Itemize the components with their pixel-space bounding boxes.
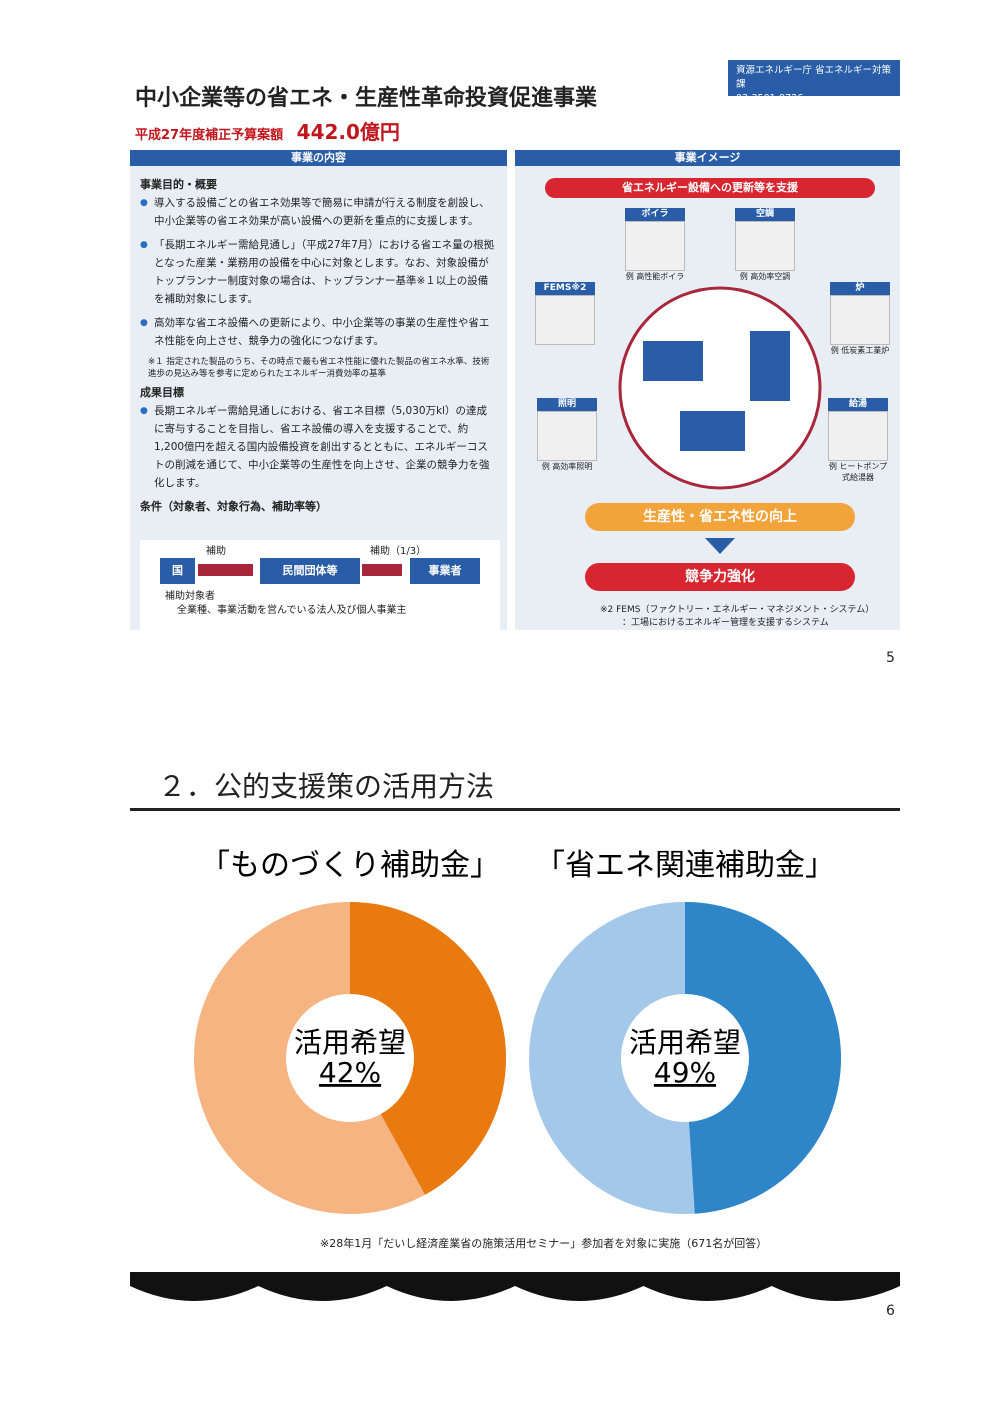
- equipment-example: 例 高効率照明: [541, 462, 593, 471]
- equipment-name: 照明: [537, 398, 597, 411]
- footnote: ※28年1月「だいし経済産業省の施策活用セミナー」参加者を対象に実施（671名が…: [320, 1237, 768, 1250]
- flow-arrow-label: 補助: [206, 546, 226, 557]
- flow: 国 民間団体等 事業者 補助 補助（1/3）: [140, 540, 500, 630]
- equipment-image: [828, 411, 888, 461]
- right-header: 事業イメージ: [515, 150, 900, 166]
- page-number-6: 6: [886, 1303, 895, 1319]
- target-label: 補助対象者: [165, 591, 215, 602]
- goal-bullet: 長期エネルギー需給見通しにおける、省エネ目標（5,030万kl）の達成に寄与する…: [140, 402, 497, 492]
- result2: 競争力強化: [585, 563, 855, 591]
- scallop-band: [130, 1272, 900, 1301]
- decoration: [130, 1272, 900, 1301]
- budget-label: 平成27年度補正予算案額: [135, 128, 284, 143]
- result1: 生産性・省エネ性の向上: [585, 503, 855, 531]
- equipment-name: 炉: [830, 282, 890, 295]
- donut-title: 「省エネ関連補助金」: [535, 848, 835, 883]
- budget-amount: 442.0億円: [296, 120, 400, 144]
- purpose-bullet: 導入する設備ごとの省エネ効果等で簡易に申請が行える制度を創設し、中小企業等の省エ…: [140, 194, 497, 230]
- note2: ※2 FEMS（ファクトリー・エネルギー・マネジメント・システム） ：工場におけ…: [600, 604, 874, 630]
- budget: 平成27年度補正予算案額 442.0億円: [135, 116, 400, 145]
- equipment-item: 給湯例 ヒートポンプ式給湯器: [828, 398, 888, 483]
- note1: ※１ 指定された製品のうち、その時点で最も省エネ性能に優れた製品の省エネ水準、技…: [148, 357, 490, 379]
- contact: 資源エネルギー庁 省エネルギー対策課 03-3501-9726: [728, 60, 900, 104]
- page-number: 5: [886, 650, 895, 666]
- equipment-item: 空調例 高効率空調: [735, 208, 795, 282]
- left-body: 事業目的・概要 導入する設備ごとの省エネ効果等で簡易に申請が行える制度を創設し、…: [130, 166, 507, 514]
- donut-value: [683, 902, 841, 1214]
- flow-node: 国: [160, 558, 195, 584]
- flow-arrow: [362, 564, 402, 576]
- equipment-image: [537, 411, 597, 461]
- left-header: 事業の内容: [130, 150, 507, 166]
- purpose-list: 導入する設備ごとの省エネ効果等で簡易に申請が行える制度を創設し、中小企業等の省エ…: [140, 194, 497, 350]
- note2-line1: ※2 FEMS（ファクトリー・エネルギー・マネジメント・システム）: [600, 605, 875, 615]
- donut-title: 「ものづくり補助金」: [200, 848, 500, 883]
- equipment-name: ボイラ: [625, 208, 685, 221]
- equipment-example: 例 高効率空調: [739, 272, 791, 281]
- equipment-name: FEMS※2: [535, 282, 595, 295]
- center-label: 活用希望: [294, 1026, 406, 1059]
- purpose-bullet: 「長期エネルギー需給見通し」（平成27年7月）における省エネ量の根拠となった産業…: [140, 236, 497, 308]
- value-label: 42%: [319, 1056, 381, 1089]
- purpose-heading: 事業目的・概要: [140, 178, 217, 191]
- center-label: 活用希望: [629, 1026, 741, 1059]
- icons: [643, 331, 790, 451]
- equipment-image: [625, 221, 685, 271]
- flow-node: 事業者: [410, 558, 480, 584]
- equipment-example: 例 ヒートポンプ式給湯器: [828, 462, 888, 482]
- equipment-item: ボイラ例 高性能ボイラ: [625, 208, 685, 282]
- equipment-image: [830, 295, 890, 345]
- flow-arrow: [198, 564, 253, 576]
- conditions-heading: 条件（対象者、対象行為、補助率等）: [140, 500, 327, 513]
- equipment-example: 例 高性能ボイラ: [625, 272, 685, 281]
- equipment-image: [735, 221, 795, 271]
- donut-value: [348, 902, 506, 1195]
- goal-heading: 成果目標: [140, 386, 184, 399]
- equipment-name: 空調: [735, 208, 795, 221]
- purpose-bullet: 高効率な省エネ設備への更新により、中小企業等の事業の生産性や省エネ性能を向上させ…: [140, 314, 497, 350]
- equipment-image: [535, 295, 595, 345]
- contact-office: 資源エネルギー庁 省エネルギー対策課: [736, 65, 892, 90]
- equipment-name: 給湯: [828, 398, 888, 411]
- value-label: 49%: [654, 1056, 716, 1089]
- equipment-item: 炉例 低炭素工業炉: [830, 282, 890, 356]
- heading: ２．公的支援策の活用方法: [158, 770, 495, 803]
- diagram: [618, 286, 822, 554]
- target-text: 全業種、事業活動を営んでいる法人及び個人事業主: [177, 605, 407, 616]
- equipment-item: 照明例 高効率照明: [537, 398, 597, 472]
- target: 補助対象者 全業種、事業活動を営んでいる法人及び個人事業主: [165, 590, 407, 618]
- title: 中小企業等の省エネ・生産性革命投資促進事業: [135, 86, 598, 111]
- equipment-item: FEMS※2: [535, 282, 595, 345]
- contact-phone: 03-3501-9726: [736, 93, 804, 104]
- note2-line2: ：工場におけるエネルギー管理を支援するシステム: [622, 618, 829, 628]
- goal-list: 長期エネルギー需給見通しにおける、省エネ目標（5,030万kl）の達成に寄与する…: [140, 402, 497, 492]
- top-banner: 省エネルギー設備への更新等を支援: [545, 178, 875, 198]
- arrow: [705, 538, 735, 554]
- flow-node: 民間団体等: [260, 558, 360, 584]
- flow-arrow-label: 補助（1/3）: [370, 546, 427, 557]
- heading-rule: [130, 808, 900, 811]
- equipment-example: 例 低炭素工業炉: [830, 346, 890, 355]
